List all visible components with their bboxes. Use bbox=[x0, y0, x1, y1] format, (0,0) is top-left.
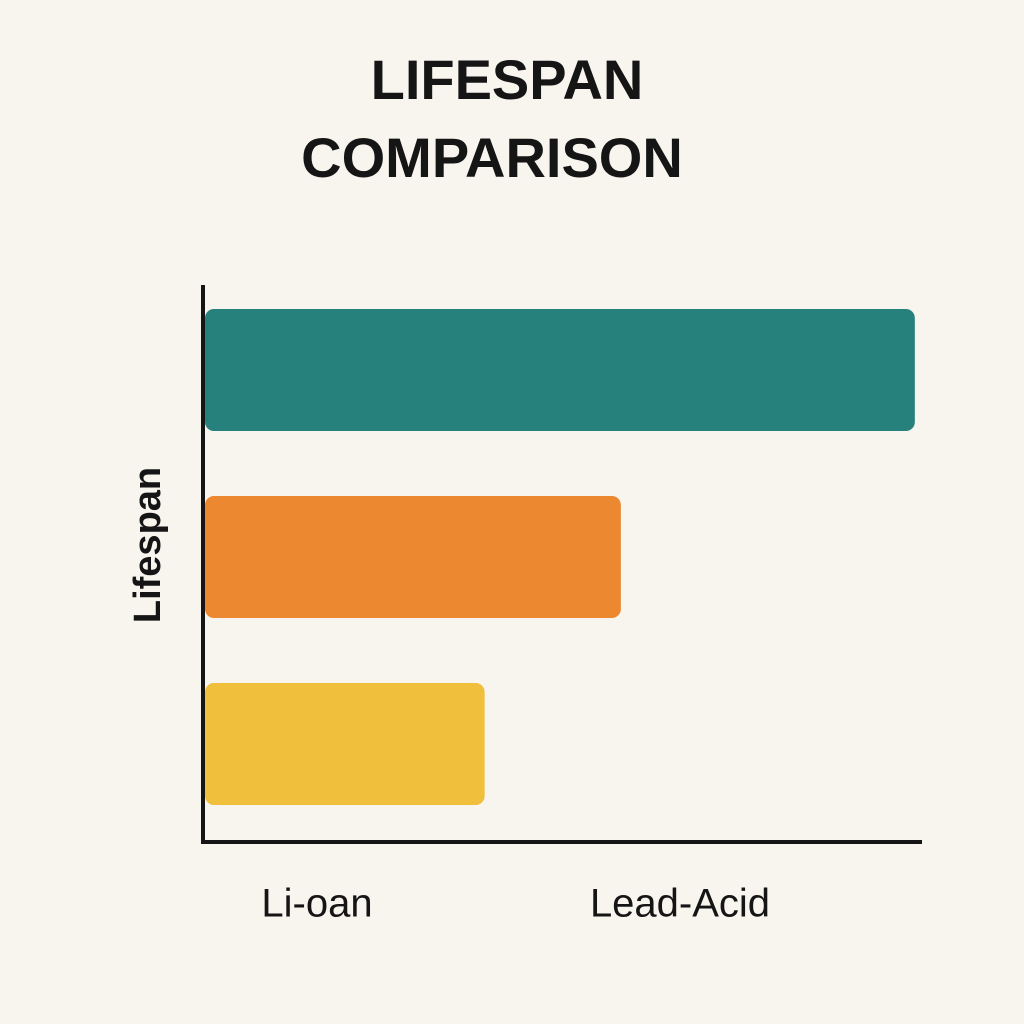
x-axis-annotation: Li-oan bbox=[261, 882, 372, 926]
chart-title: LIFESPAN bbox=[371, 48, 644, 111]
bar bbox=[205, 496, 621, 618]
bar bbox=[205, 309, 915, 431]
x-axis-annotation: Lead-Acid bbox=[590, 882, 770, 926]
y-axis-label: Lifespan bbox=[127, 467, 169, 623]
bar bbox=[205, 683, 485, 805]
chart-title: COMPARISON bbox=[301, 126, 683, 189]
